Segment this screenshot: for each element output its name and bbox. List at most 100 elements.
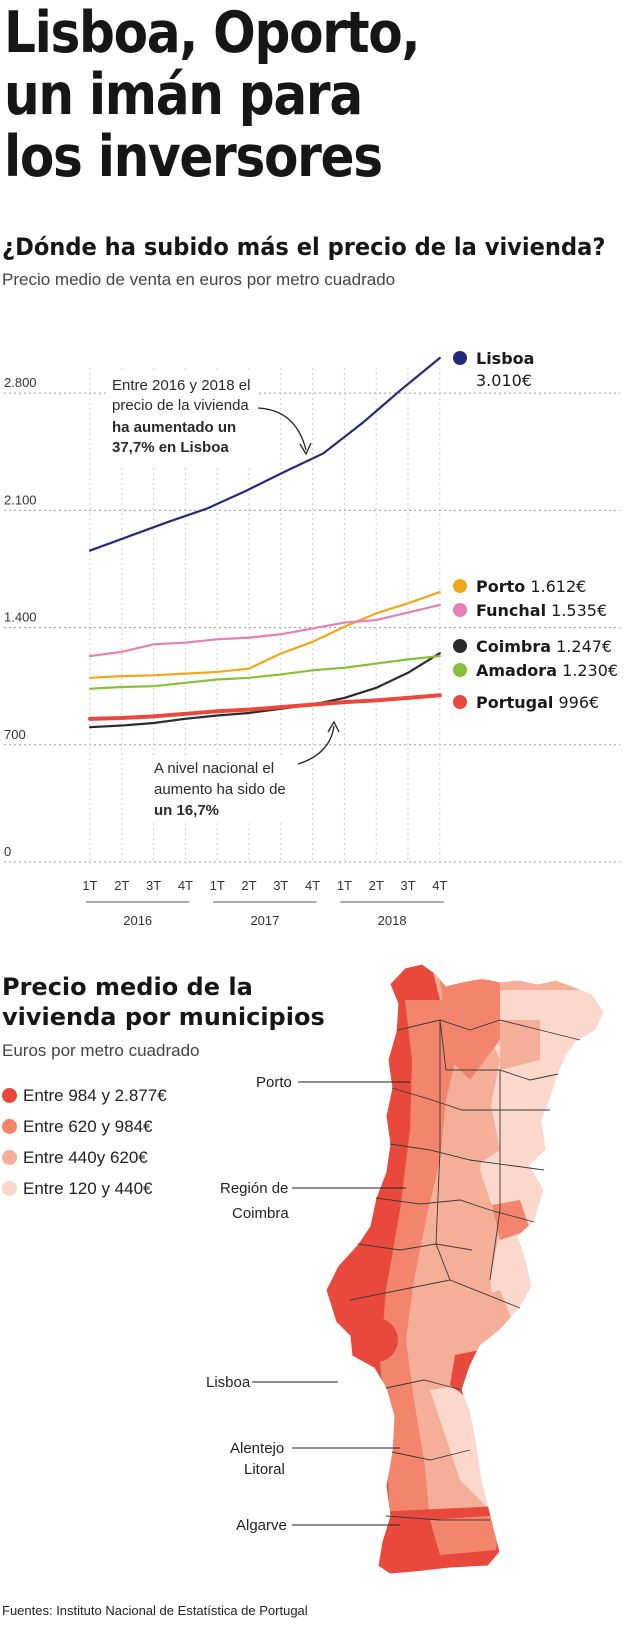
map-title-line-2: vivienda por municipios	[2, 1003, 325, 1031]
series-label-funchal: Funchal 1.535€	[476, 601, 607, 620]
legend-swatch	[2, 1088, 17, 1103]
legend-dot-lisboa	[453, 351, 467, 365]
series-value: 1.535€	[546, 601, 607, 620]
y-tick-label: 2.100	[4, 492, 37, 507]
series-label-porto: Porto 1.612€	[476, 577, 586, 596]
series-line-lisboa	[88, 356, 441, 552]
legend-item: Entre 440y 620€	[2, 1142, 167, 1173]
line-chart: 0 700 1.400 2.100 2.800 1T 2T 3T 4T 1T 2T 3T 4T 1T 2T 3…	[4, 349, 620, 928]
map-callouts: Porto Región de Coimbra Lisboa Alentejo …	[206, 1074, 410, 1534]
y-tick-label: 0	[4, 844, 11, 859]
series-value: 1.612€	[525, 577, 586, 596]
year-label: 2018	[378, 913, 407, 928]
year-label: 2017	[250, 913, 279, 928]
series-line-amadora	[88, 654, 441, 690]
series-name: Porto	[476, 577, 525, 596]
year-label: 2016	[123, 913, 152, 928]
annotation-lisboa-line-4: 37,7% en Lisboa	[112, 439, 229, 456]
series-line-portugal	[88, 693, 442, 721]
map-title: Precio medio de la vivienda por municipi…	[2, 972, 332, 1032]
annotation-portugal-line-3: un 16,7%	[154, 802, 219, 819]
legend-swatch	[2, 1150, 17, 1165]
map-outline	[325, 963, 605, 1575]
annotation-lisboa-line-1: Entre 2016 y 2018 el	[112, 377, 250, 394]
annotation-lisboa-line-2: precio de la vivienda	[112, 397, 249, 414]
map-label-algarve: Algarve	[236, 1517, 287, 1534]
map-label-coimbra-1: Región de	[220, 1180, 288, 1197]
series-label-amadora: Amadora 1.230€	[476, 661, 618, 680]
map-label-lisboa: Lisboa	[206, 1374, 251, 1391]
headline-line-2: un imán para	[4, 62, 363, 128]
chart-series-labels: Lisboa 3.010€ Porto 1.612€ Funchal 1.535€ Co…	[453, 349, 618, 712]
series-line-porto	[88, 590, 441, 679]
headline: Lisboa, Oporto, un imán para los inverso…	[4, 2, 558, 188]
map-title-line-1: Precio medio de la	[2, 973, 253, 1001]
legend-dot-portugal	[453, 695, 467, 709]
annotation-lisboa-line-3: ha aumentado un	[112, 419, 236, 436]
x-tick-label: 1T	[210, 878, 225, 893]
annotation-portugal-arrow	[297, 725, 335, 765]
series-value: 996€	[553, 693, 599, 712]
series-label-portugal: Portugal 996€	[476, 693, 599, 712]
legend-item: Entre 120 y 440€	[2, 1173, 167, 1204]
legend-label: Entre 120 y 440€	[23, 1178, 153, 1198]
annotation-portugal: A nivel nacional el aumento ha sido de u…	[150, 720, 340, 822]
x-tick-label: 3T	[146, 878, 161, 893]
annotation-portugal-line-2: aumento ha sido de	[154, 781, 286, 798]
legend-swatch	[2, 1181, 17, 1196]
chart-axes: 0 700 1.400 2.100 2.800 1T 2T 3T 4T 1T 2T 3T 4T 1T 2T 3…	[4, 375, 447, 928]
y-tick-label: 700	[4, 727, 26, 742]
portugal-choropleth-map: Porto Región de Coimbra Lisboa Alentejo …	[206, 963, 605, 1575]
chart-lines	[88, 356, 442, 729]
chart-heading: ¿Dónde ha subido más el precio de la viv…	[2, 233, 606, 261]
series-line-funchal	[88, 603, 441, 658]
x-tick-label: 3T	[273, 878, 288, 893]
legend-dot-coimbra	[453, 639, 467, 653]
legend-item: Entre 620 y 984€	[2, 1111, 167, 1142]
series-name: Lisboa	[476, 349, 534, 368]
headline-line-1: Lisboa, Oporto,	[4, 0, 421, 66]
series-value-lisboa: 3.010€	[476, 371, 532, 390]
map-label-alentejo-2: Litoral	[244, 1461, 285, 1478]
x-tick-label: 4T	[432, 878, 447, 893]
annotation-lisboa: Entre 2016 y 2018 el precio de la vivien…	[108, 372, 312, 466]
y-tick-label: 2.800	[4, 375, 37, 390]
headline-line-3: los inversores	[4, 124, 383, 190]
x-tick-label: 4T	[305, 878, 320, 893]
map-label-coimbra-2: Coimbra	[232, 1205, 289, 1222]
series-name: Amadora	[476, 661, 557, 680]
legend-item: Entre 984 y 2.877€	[2, 1080, 167, 1111]
series-value: 1.230€	[557, 661, 618, 680]
chart-subtitle: Precio medio de venta en euros por metro…	[2, 270, 396, 289]
series-label-coimbra: Coimbra 1.247€	[476, 637, 612, 656]
source-note: Fuentes: Instituto Nacional de Estatísti…	[2, 1603, 308, 1618]
series-name: Portugal	[476, 693, 553, 712]
map-label-porto: Porto	[256, 1074, 292, 1091]
legend-label: Entre 984 y 2.877€	[23, 1085, 167, 1105]
series-name: Coimbra	[476, 637, 551, 656]
map-legend: Entre 984 y 2.877€ Entre 620 y 984€ Entr…	[2, 1080, 167, 1204]
legend-dot-amadora	[453, 663, 467, 677]
series-line-coimbra	[88, 652, 441, 729]
series-name: Funchal	[476, 601, 546, 620]
x-tick-label: 1T	[337, 878, 352, 893]
x-tick-label: 4T	[178, 878, 193, 893]
map-district-borders	[349, 1019, 581, 1521]
annotation-lisboa-arrowhead	[299, 442, 312, 456]
x-tick-label: 2T	[241, 878, 256, 893]
x-tick-label: 2T	[369, 878, 384, 893]
legend-dot-porto	[453, 579, 467, 593]
annotation-lisboa-arrow	[257, 407, 307, 451]
map-subtitle: Euros por metro cuadrado	[2, 1041, 200, 1060]
annotation-portugal-arrowhead	[327, 720, 340, 733]
map-label-alentejo-1: Alentejo	[230, 1440, 284, 1457]
annotation-portugal-line-1: A nivel nacional el	[154, 760, 274, 777]
legend-label: Entre 620 y 984€	[23, 1116, 153, 1136]
series-label-lisboa: Lisboa	[476, 349, 534, 368]
x-tick-label: 2T	[114, 878, 129, 893]
series-value: 1.247€	[551, 637, 612, 656]
y-tick-label: 1.400	[4, 610, 37, 625]
legend-dot-funchal	[453, 603, 467, 617]
legend-label: Entre 440y 620€	[23, 1147, 148, 1167]
legend-swatch	[2, 1119, 17, 1134]
